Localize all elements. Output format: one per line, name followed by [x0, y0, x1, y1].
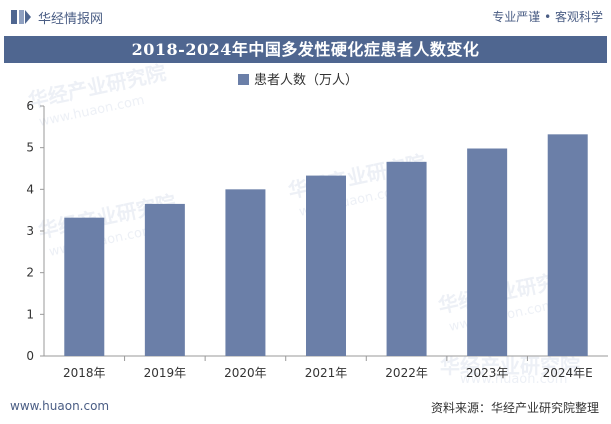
legend-swatch: [238, 74, 249, 85]
y-tick-label: 0: [26, 349, 34, 363]
bar: [386, 161, 427, 356]
top-bar: 华经情报网 专业严谨 • 客观科学: [0, 0, 611, 36]
x-tick-label: 2020年: [224, 366, 267, 380]
chart-title: 2018-2024年中国多发性硬化症患者人数变化: [131, 40, 480, 59]
bar: [144, 203, 185, 356]
x-tick-label: 2018年: [63, 366, 106, 380]
title-bar: 2018-2024年中国多发性硬化症患者人数变化: [4, 36, 607, 63]
y-tick-label: 3: [26, 224, 34, 238]
x-tick-label: 2021年: [305, 366, 348, 380]
bars: [64, 134, 588, 356]
legend-label: 患者人数（万人）: [254, 73, 358, 88]
footer-source: 资料来源：华经产业研究院整理: [430, 401, 599, 415]
y-tick-label: 6: [26, 99, 34, 113]
x-tick-label: 2019年: [144, 366, 187, 380]
y-tick-label: 2: [26, 266, 34, 280]
watermark-text: 华经产业研究院: [440, 354, 580, 378]
y-tick-label: 1: [26, 307, 34, 321]
bar: [64, 217, 105, 356]
brand-name: 华经情报网: [38, 12, 104, 27]
huajing-logo-icon: [11, 10, 31, 24]
tagline: 专业严谨 • 客观科学: [492, 10, 603, 24]
bar: [467, 148, 508, 356]
y-tick-label: 4: [26, 182, 34, 196]
x-tick-label: 2023年: [466, 366, 509, 380]
x-tick-label: 2024年E: [543, 366, 593, 380]
x-tick-label: 2022年: [385, 366, 428, 380]
legend: 患者人数（万人）: [238, 73, 358, 88]
bar: [225, 189, 266, 356]
bar: [547, 134, 588, 356]
footer-website[interactable]: www.huaon.com: [10, 399, 110, 413]
watermark-url: www.huaon.com: [460, 372, 567, 387]
y-tick-label: 5: [26, 141, 34, 155]
bar: [306, 175, 346, 356]
bar-chart: 华经产业研究院 www.huaon.com 华经产业研究院 www.huaon.…: [26, 63, 608, 387]
